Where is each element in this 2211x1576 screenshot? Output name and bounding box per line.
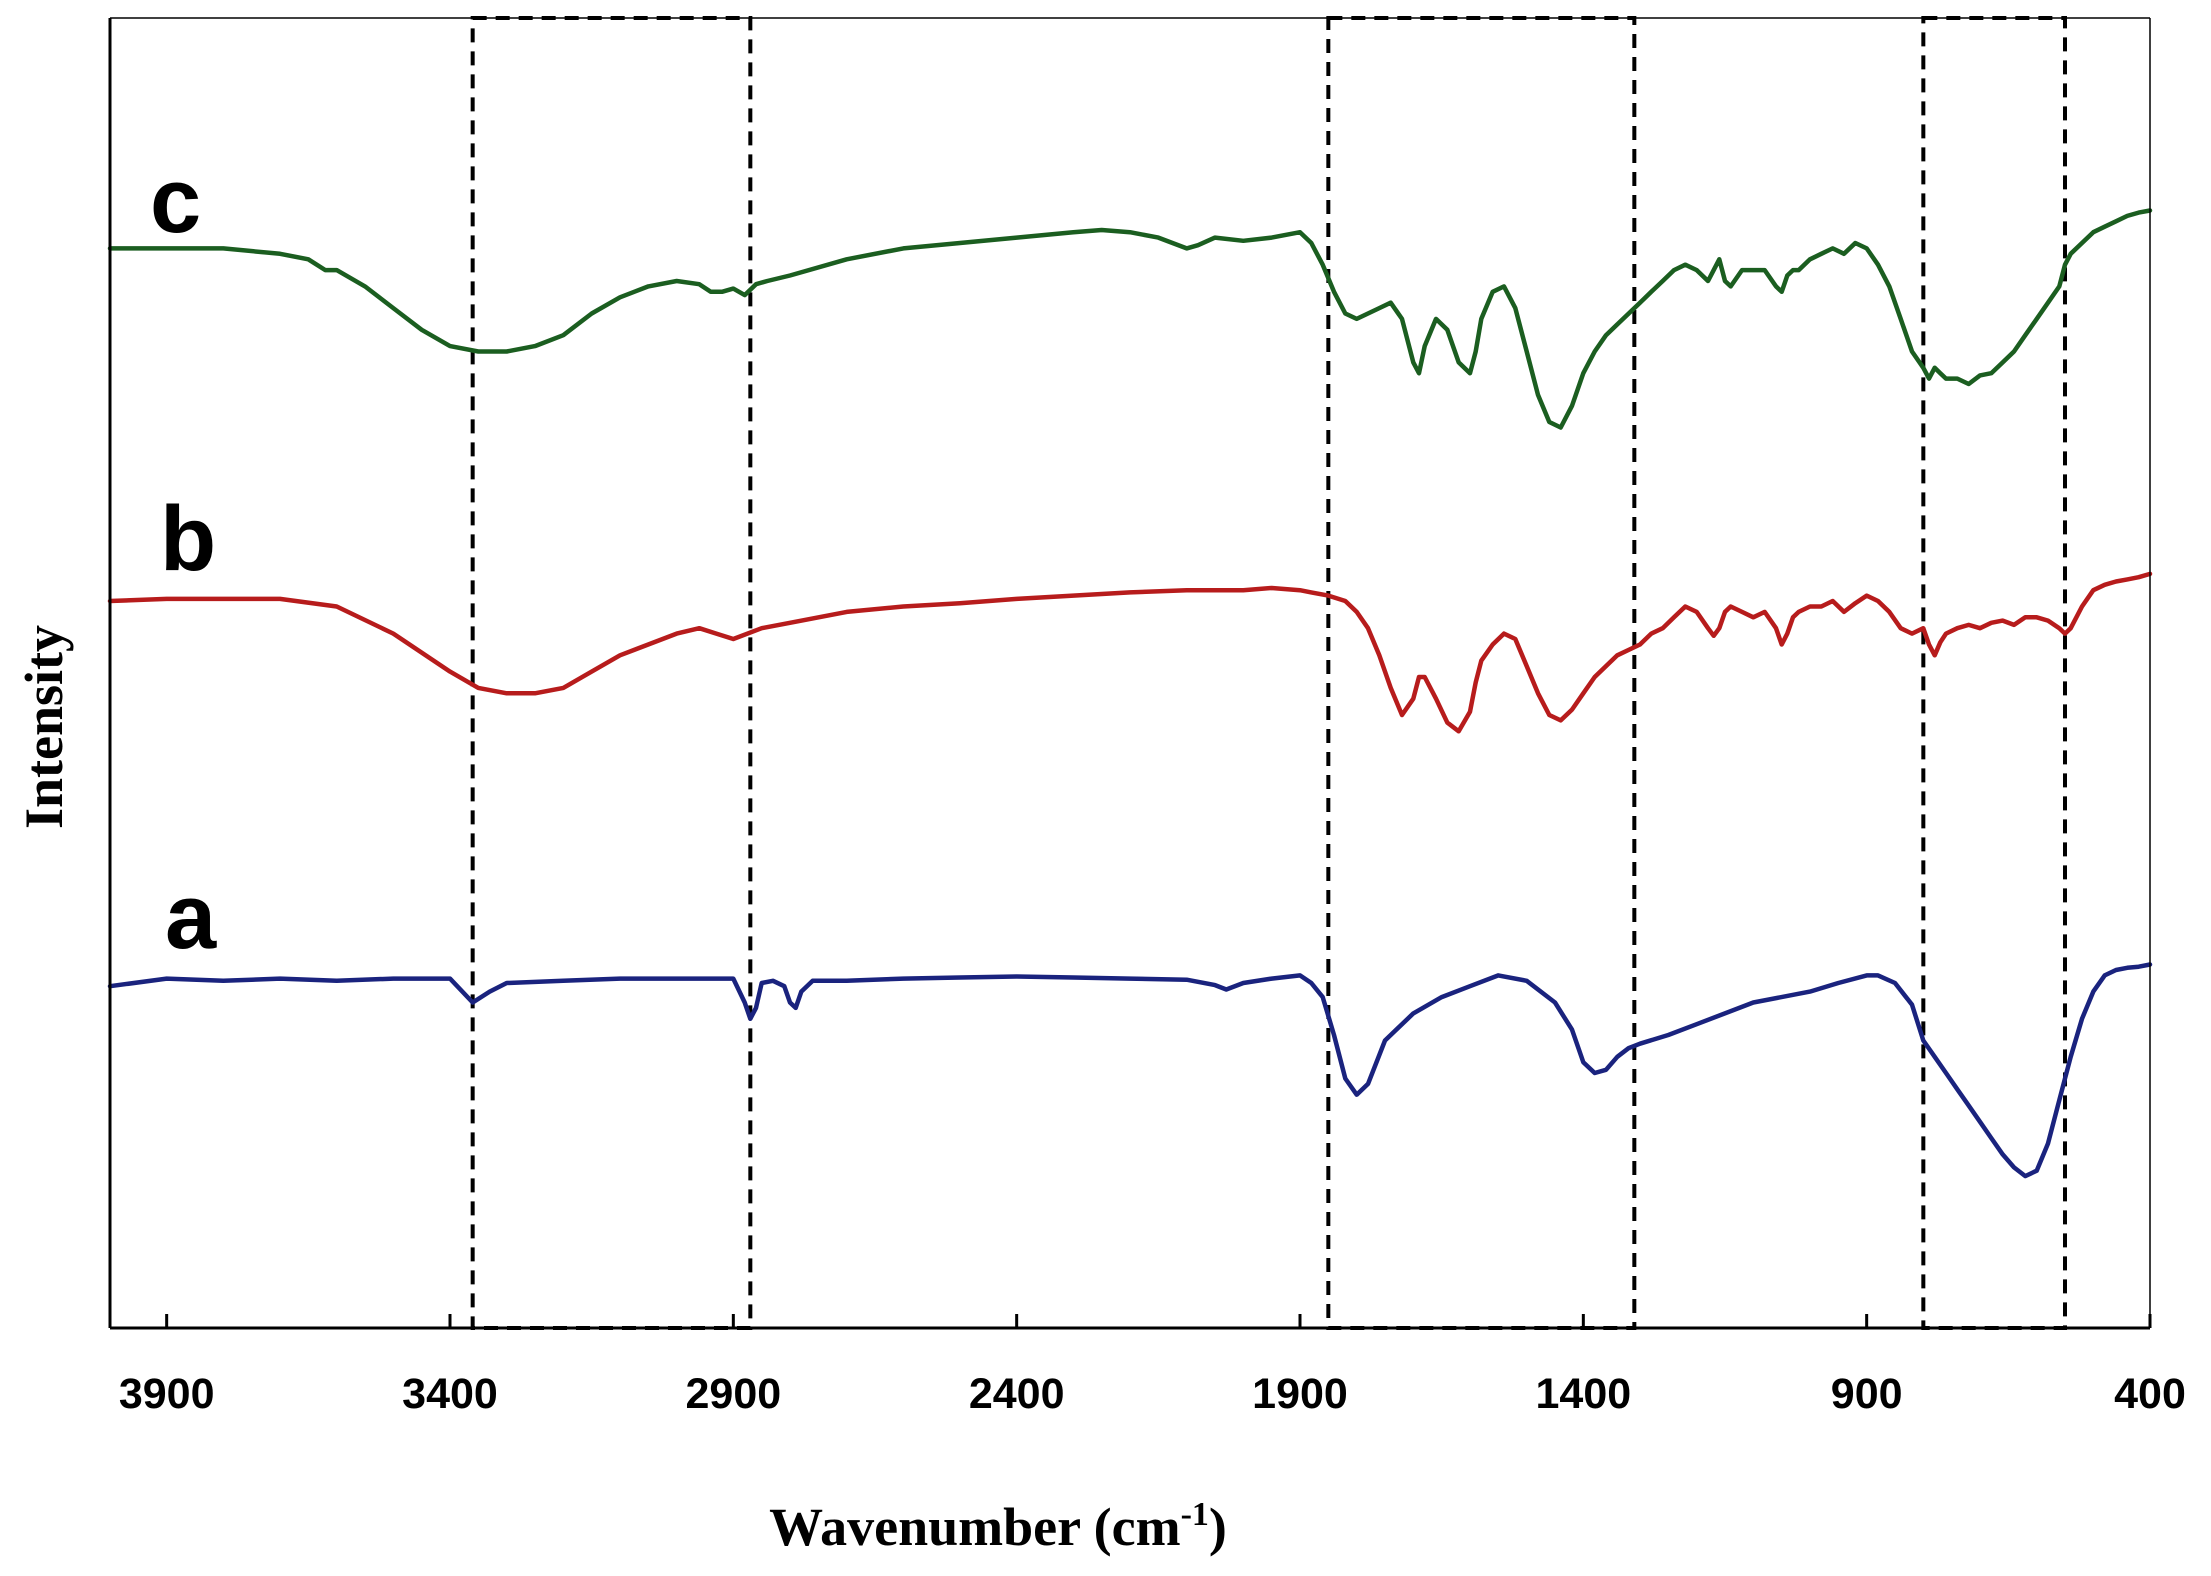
x-tick-label-3900: 3900 — [119, 1370, 215, 1418]
x-axis-title-superscript: -1 — [1181, 1496, 1209, 1533]
x-axis-title-close: ) — [1209, 1497, 1227, 1557]
series-label-a: a — [165, 866, 217, 968]
series-label-b: b — [160, 488, 216, 590]
x-tick-label-1400: 1400 — [1535, 1370, 1631, 1418]
x-tick-label-3400: 3400 — [402, 1370, 498, 1418]
x-tick-label-2900: 2900 — [685, 1370, 781, 1418]
x-axis-title: Wavenumber (cm-1) — [769, 1496, 1227, 1557]
x-tick-label-2400: 2400 — [969, 1370, 1065, 1418]
series-labels: a b c — [150, 150, 217, 968]
highlight-region-2 — [1326, 16, 1637, 1330]
x-tick-label-900: 900 — [1831, 1370, 1903, 1418]
series-line-a — [107, 962, 2153, 1179]
series-label-c: c — [150, 150, 201, 252]
series-lines — [107, 208, 2153, 1179]
axes: 3900 3400 2900 2400 1900 1400 900 400 — [108, 17, 2186, 1418]
series-line-c — [107, 208, 2153, 430]
x-tick-label-1900: 1900 — [1252, 1370, 1348, 1418]
series-line-b — [107, 571, 2153, 734]
x-axis-title-main: Wavenumber (cm — [769, 1497, 1180, 1557]
x-tick-label-400: 400 — [2114, 1370, 2186, 1418]
y-axis-title: Intensity — [14, 625, 74, 829]
